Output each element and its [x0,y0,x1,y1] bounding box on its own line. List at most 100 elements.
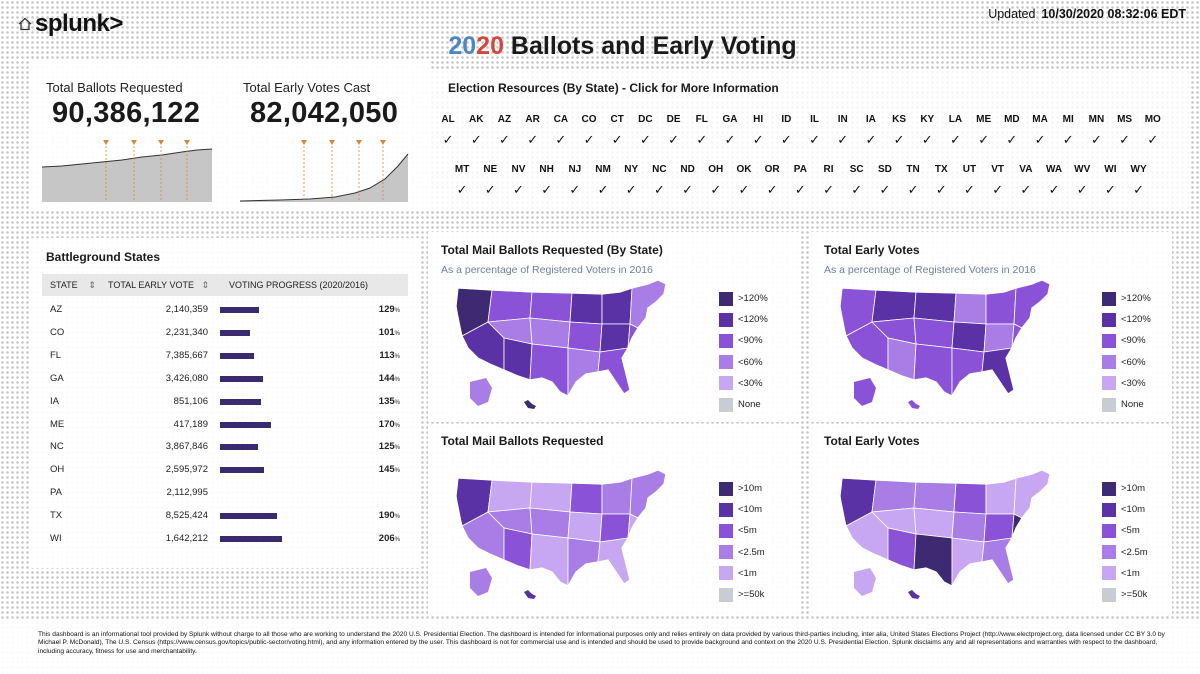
check-icon[interactable]: ✓ [1147,132,1159,147]
table-row[interactable]: OH 2,595,972 145% [42,458,408,481]
map-region[interactable] [913,533,953,587]
check-icon[interactable]: ✓ [555,132,567,147]
state-link-vt[interactable]: VT [991,164,1005,175]
state-link-nh[interactable]: NH [539,164,554,175]
state-link-ia[interactable]: IA [865,114,876,125]
check-icon[interactable]: ✓ [724,132,736,147]
state-link-wi[interactable]: WI [1104,164,1117,175]
state-link-me[interactable]: ME [976,114,992,125]
state-link-pa[interactable]: PA [793,164,807,175]
state-link-ar[interactable]: AR [525,114,540,125]
state-link-ok[interactable]: OK [736,164,752,175]
state-link-nc[interactable]: NC [652,164,667,175]
map-region[interactable] [567,511,603,543]
map-region[interactable] [529,317,571,349]
check-icon[interactable]: ✓ [1104,182,1116,197]
state-link-sd[interactable]: SD [877,164,892,175]
check-icon[interactable]: ✓ [527,132,539,147]
check-icon[interactable]: ✓ [1048,182,1060,197]
state-link-wa[interactable]: WA [1045,164,1063,175]
state-link-co[interactable]: CO [581,114,597,125]
check-icon[interactable]: ✓ [851,182,863,197]
check-icon[interactable]: ✓ [639,132,651,147]
check-icon[interactable]: ✓ [696,132,708,147]
state-link-ut[interactable]: UT [962,164,977,175]
check-icon[interactable]: ✓ [1020,182,1032,197]
check-icon[interactable]: ✓ [1006,132,1018,147]
col-state-header[interactable]: STATE ⇕ [50,280,96,291]
state-link-tn[interactable]: TN [906,164,920,175]
check-icon[interactable]: ✓ [1090,132,1102,147]
state-link-ks[interactable]: KS [892,114,907,125]
state-link-id[interactable]: ID [781,114,792,125]
map-region[interactable] [951,321,987,353]
state-link-wy[interactable]: WY [1130,164,1147,175]
state-link-ak[interactable]: AK [469,114,484,125]
table-row[interactable]: TX 8,525,424 190% [42,504,408,527]
map-region[interactable] [983,513,1015,543]
us-map-early-abs[interactable] [836,468,1066,603]
map-region[interactable] [529,507,571,539]
map-region-alaska[interactable] [854,568,876,596]
col-total-header[interactable]: TOTAL EARLY VOTE ⇕ [108,280,209,291]
table-row[interactable]: PA 2,112,995 [42,481,408,504]
table-row[interactable]: FL 7,385,667 113% [42,344,408,367]
state-link-va[interactable]: VA [1019,164,1033,175]
state-link-az[interactable]: AZ [497,114,512,125]
map-region-alaska[interactable] [854,378,876,406]
check-icon[interactable]: ✓ [1062,132,1074,147]
state-link-fl[interactable]: FL [695,114,708,125]
check-icon[interactable]: ✓ [1119,132,1131,147]
check-icon[interactable]: ✓ [879,182,891,197]
map-region[interactable] [487,289,533,323]
us-map-mail-abs[interactable] [452,468,682,603]
state-link-ky[interactable]: KY [920,114,935,125]
state-link-ri[interactable]: RI [823,164,834,175]
state-link-hi[interactable]: HI [753,114,764,125]
check-icon[interactable]: ✓ [442,132,454,147]
map-region[interactable] [529,343,569,397]
check-icon[interactable]: ✓ [653,182,665,197]
check-icon[interactable]: ✓ [992,182,1004,197]
map-region[interactable] [871,479,917,513]
check-icon[interactable]: ✓ [583,132,595,147]
map-region[interactable] [567,321,603,353]
map-region[interactable] [913,343,953,397]
map-region[interactable] [953,482,987,515]
check-icon[interactable]: ✓ [893,132,905,147]
state-link-ny[interactable]: NY [624,164,639,175]
check-icon[interactable]: ✓ [668,132,680,147]
check-icon[interactable]: ✓ [1076,182,1088,197]
check-icon[interactable]: ✓ [513,182,524,197]
splunk-logo[interactable]: splunk> [18,10,123,38]
check-icon[interactable]: ✓ [541,182,553,197]
check-icon[interactable]: ✓ [597,182,609,197]
check-icon[interactable]: ✓ [1034,132,1046,147]
table-row[interactable]: NC 3,867,846 125% [42,435,408,458]
table-row[interactable]: IA 851,106 135% [42,390,408,413]
map-region[interactable] [529,291,573,323]
map-region[interactable] [599,513,631,543]
check-icon[interactable]: ✓ [752,132,764,147]
check-icon[interactable]: ✓ [978,132,990,147]
requested-sparkline[interactable] [42,134,214,202]
map-region[interactable] [569,292,603,325]
state-link-nm[interactable]: NM [595,164,611,175]
check-icon[interactable]: ✓ [964,182,975,197]
map-region[interactable] [529,481,573,513]
map-region-hawaii[interactable] [524,590,536,599]
table-row[interactable]: GA 3,426,080 144% [42,367,408,390]
state-link-in[interactable]: IN [837,114,848,125]
state-link-ca[interactable]: CA [553,114,569,125]
sort-icon[interactable]: ⇕ [201,280,210,290]
state-link-mn[interactable]: MN [1088,114,1105,125]
map-region[interactable] [503,527,533,571]
check-icon[interactable]: ✓ [710,182,722,197]
check-icon[interactable]: ✓ [625,182,637,197]
check-icon[interactable]: ✓ [470,132,482,147]
state-link-nd[interactable]: ND [680,164,695,175]
map-region[interactable] [887,337,917,381]
map-region[interactable] [599,323,631,353]
state-link-ms[interactable]: MS [1117,114,1133,125]
state-link-la[interactable]: LA [948,114,963,125]
